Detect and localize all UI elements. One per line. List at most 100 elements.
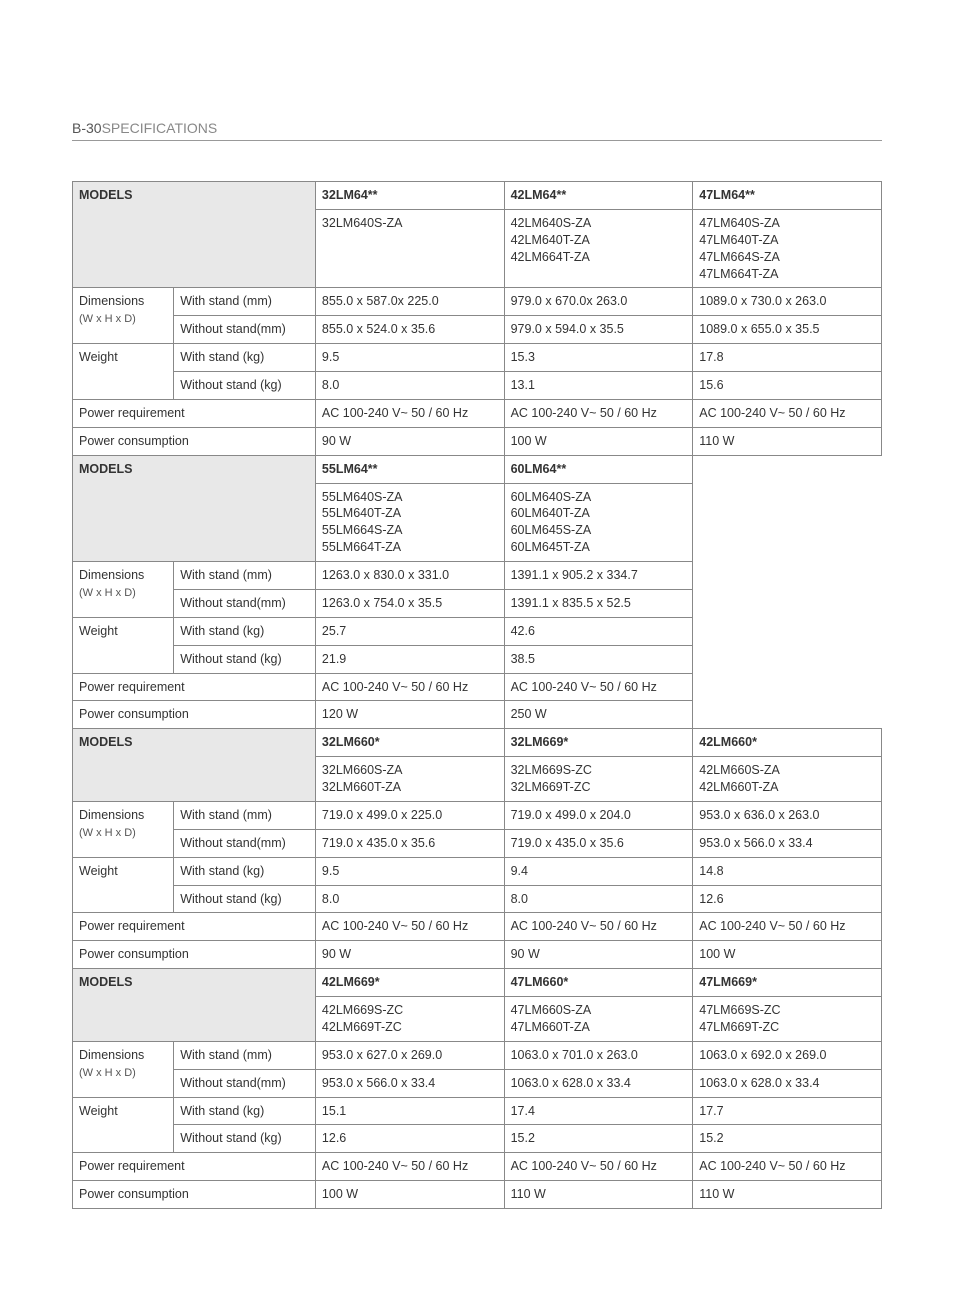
value-cell: 8.0	[315, 372, 504, 400]
model-list: 32LM640S-ZA	[315, 209, 504, 288]
model-list: 42LM640S-ZA 42LM640T-ZA 42LM664T-ZA	[504, 209, 693, 288]
model-col-header: 60LM64**	[504, 455, 693, 483]
value-cell: 1089.0 x 655.0 x 35.5	[693, 316, 882, 344]
table-row: Without stand(mm) 953.0 x 566.0 x 33.4 1…	[73, 1069, 882, 1097]
value-cell: 855.0 x 524.0 x 35.6	[315, 316, 504, 344]
value-cell: AC 100-240 V~ 50 / 60 Hz	[315, 1153, 504, 1181]
power-cons-label: Power consumption	[73, 701, 316, 729]
value-cell: 9.5	[315, 344, 504, 372]
dimensions-label: Dimensions(W x H x D)	[73, 288, 174, 344]
value-cell: 12.6	[693, 885, 882, 913]
table-row: Weight With stand (kg) 9.5 9.4 14.8	[73, 857, 882, 885]
label-unit: (W x H x D)	[79, 827, 136, 839]
weight-label: Weight	[73, 344, 174, 400]
model-list: 47LM669S-ZC 47LM669T-ZC	[693, 997, 882, 1042]
value-cell: 1089.0 x 730.0 x 263.0	[693, 288, 882, 316]
value-cell: 14.8	[693, 857, 882, 885]
value-cell: 15.2	[504, 1125, 693, 1153]
value-cell: AC 100-240 V~ 50 / 60 Hz	[315, 399, 504, 427]
weight-label: Weight	[73, 617, 174, 673]
model-list: 47LM640S-ZA 47LM640T-ZA 47LM664S-ZA 47LM…	[693, 209, 882, 288]
value-cell: 1063.0 x 692.0 x 269.0	[693, 1041, 882, 1069]
value-cell: 1063.0 x 628.0 x 33.4	[504, 1069, 693, 1097]
value-cell: AC 100-240 V~ 50 / 60 Hz	[504, 1153, 693, 1181]
power-cons-label: Power consumption	[73, 1181, 316, 1209]
table-row: Dimensions(W x H x D) With stand (mm) 85…	[73, 288, 882, 316]
sub-label: Without stand (kg)	[174, 645, 316, 673]
table-row: Without stand (kg) 8.0 8.0 12.6	[73, 885, 882, 913]
table-row: Dimensions(W x H x D) With stand (mm) 95…	[73, 1041, 882, 1069]
table-row: Power consumption 90 W 100 W 110 W	[73, 427, 882, 455]
value-cell: 15.6	[693, 372, 882, 400]
table-row: Weight With stand (kg) 15.1 17.4 17.7	[73, 1097, 882, 1125]
models-header: MODELS	[73, 729, 316, 802]
model-list: 47LM660S-ZA 47LM660T-ZA	[504, 997, 693, 1042]
value-cell: 15.3	[504, 344, 693, 372]
value-cell: 17.4	[504, 1097, 693, 1125]
model-col-header: 42LM660*	[693, 729, 882, 757]
sub-label: Without stand(mm)	[174, 1069, 316, 1097]
value-cell: 13.1	[504, 372, 693, 400]
sub-label: With stand (kg)	[174, 857, 316, 885]
label-unit: (W x H x D)	[79, 587, 136, 599]
power-cons-label: Power consumption	[73, 941, 316, 969]
spec-table: MODELS 32LM64** 42LM64** 47LM64** 32LM64…	[72, 181, 882, 1209]
label-text: Dimensions	[79, 1048, 144, 1062]
value-cell: 9.5	[315, 857, 504, 885]
value-cell: 8.0	[315, 885, 504, 913]
models-header: MODELS	[73, 455, 316, 561]
model-col-header: 32LM660*	[315, 729, 504, 757]
value-cell: 100 W	[315, 1181, 504, 1209]
value-cell: AC 100-240 V~ 50 / 60 Hz	[504, 913, 693, 941]
label-unit: (W x H x D)	[79, 1067, 136, 1079]
table-row: Power requirement AC 100-240 V~ 50 / 60 …	[73, 399, 882, 427]
sub-label: With stand (kg)	[174, 617, 316, 645]
value-cell: 1063.0 x 701.0 x 263.0	[504, 1041, 693, 1069]
value-cell: 719.0 x 499.0 x 225.0	[315, 801, 504, 829]
value-cell: 110 W	[504, 1181, 693, 1209]
power-req-label: Power requirement	[73, 399, 316, 427]
value-cell: 250 W	[504, 701, 693, 729]
value-cell: 953.0 x 627.0 x 269.0	[315, 1041, 504, 1069]
page-title: SPECIFICATIONS	[102, 120, 218, 136]
value-cell: AC 100-240 V~ 50 / 60 Hz	[504, 673, 693, 701]
value-cell: 9.4	[504, 857, 693, 885]
sub-label: With stand (mm)	[174, 1041, 316, 1069]
value-cell: 90 W	[315, 427, 504, 455]
label-text: Dimensions	[79, 808, 144, 822]
value-cell: AC 100-240 V~ 50 / 60 Hz	[693, 399, 882, 427]
value-cell: 15.2	[693, 1125, 882, 1153]
model-col-header: 47LM660*	[504, 969, 693, 997]
value-cell: 110 W	[693, 427, 882, 455]
sub-label: With stand (kg)	[174, 1097, 316, 1125]
value-cell: 25.7	[315, 617, 504, 645]
model-list: 32LM669S-ZC 32LM669T-ZC	[504, 757, 693, 802]
value-cell: AC 100-240 V~ 50 / 60 Hz	[315, 913, 504, 941]
table-row: MODELS 32LM64** 42LM64** 47LM64**	[73, 182, 882, 210]
value-cell: 979.0 x 594.0 x 35.5	[504, 316, 693, 344]
page-number: B-30	[72, 120, 102, 136]
power-cons-label: Power consumption	[73, 427, 316, 455]
model-col-header: 47LM669*	[693, 969, 882, 997]
model-list: 60LM640S-ZA 60LM640T-ZA 60LM645S-ZA 60LM…	[504, 483, 693, 562]
value-cell: 953.0 x 566.0 x 33.4	[693, 829, 882, 857]
sub-label: Without stand (kg)	[174, 885, 316, 913]
value-cell: 110 W	[693, 1181, 882, 1209]
value-cell: 1263.0 x 754.0 x 35.5	[315, 589, 504, 617]
page-header: B-30SPECIFICATIONS	[72, 120, 882, 141]
models-header: MODELS	[73, 969, 316, 1042]
sub-label: Without stand (kg)	[174, 1125, 316, 1153]
model-col-header: 32LM669*	[504, 729, 693, 757]
value-cell: 1063.0 x 628.0 x 33.4	[693, 1069, 882, 1097]
value-cell: 719.0 x 435.0 x 35.6	[504, 829, 693, 857]
table-row: MODELS 55LM64** 60LM64**	[73, 455, 882, 483]
value-cell: 1391.1 x 835.5 x 52.5	[504, 589, 693, 617]
weight-label: Weight	[73, 1097, 174, 1153]
dimensions-label: Dimensions (W x H x D)	[73, 801, 174, 857]
value-cell: 1263.0 x 830.0 x 331.0	[315, 562, 504, 590]
value-cell: 1391.1 x 905.2 x 334.7	[504, 562, 693, 590]
value-cell: 855.0 x 587.0x 225.0	[315, 288, 504, 316]
sub-label: With stand (mm)	[174, 562, 316, 590]
power-req-label: Power requirement	[73, 1153, 316, 1181]
dimensions-label: Dimensions (W x H x D)	[73, 1041, 174, 1097]
